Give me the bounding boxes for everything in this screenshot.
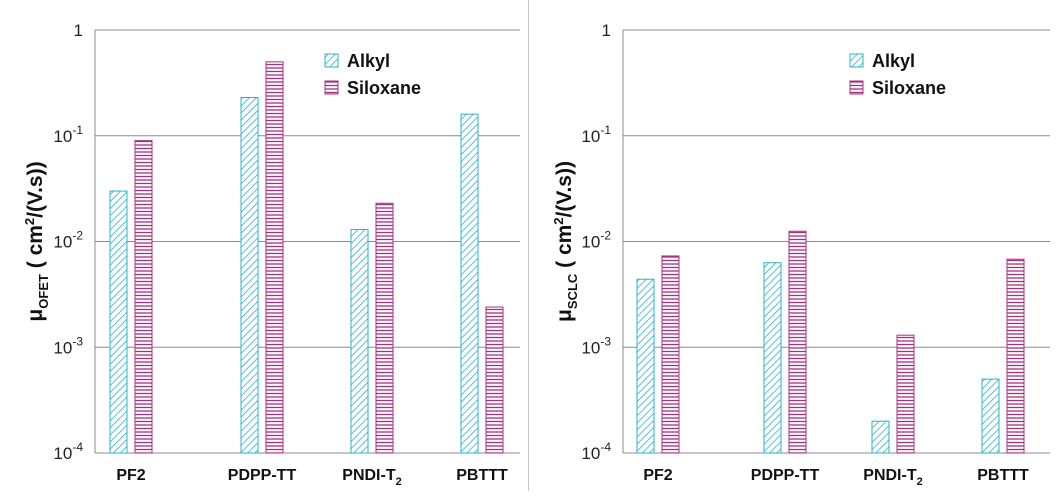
bar-siloxane-pbttt [1006, 258, 1025, 454]
bar-siloxane-pndi-t2 [375, 202, 394, 454]
bar-alkyl-pdpp-tt [240, 96, 259, 454]
legend-swatch-siloxane [324, 80, 339, 95]
x-category-label: PBTTT [456, 467, 508, 484]
y-tick-label: 10-1 [581, 123, 611, 146]
chart-panel-sclc: 10-4 10-3 10-2 10-1 1 PF2 PDPP-TT PNDI-T2 PBTTT A… [529, 0, 1056, 491]
x-category-label: PNDI-T2 [863, 467, 922, 488]
x-category-label: PBTTT [977, 467, 1029, 484]
bar-alkyl-pf2 [636, 278, 655, 454]
sclc-mobility-chart: 10-4 10-3 10-2 10-1 1 PF2 PDPP-TT PNDI-T2 PBTTT A… [551, 21, 1050, 488]
y-tick-label: 10-1 [53, 123, 83, 146]
bar-alkyl-pbttt [460, 113, 479, 454]
bar-siloxane-pndi-t2 [896, 334, 915, 454]
legend-label-alkyl: Alkyl [872, 51, 915, 71]
legend-label-alkyl: Alkyl [347, 51, 390, 71]
x-category-label: PNDI-T2 [342, 467, 401, 488]
y-axis-title: μOFET ( cm2/(V.s)) [22, 161, 51, 321]
x-category-label: PF2 [643, 467, 672, 484]
bar-alkyl-pndi-t2 [350, 228, 369, 454]
bar-siloxane-pf2 [661, 255, 680, 454]
y-tick-label: 10-4 [581, 440, 611, 463]
x-category-label: PF2 [116, 467, 145, 484]
chart-panel-ofet: 10-4 10-3 10-2 10-1 1 PF2 PDPP-TT PNDI-T2 PBTTT A… [0, 0, 528, 491]
bar-alkyl-pndi-t2 [871, 420, 890, 454]
legend-swatch-alkyl [324, 53, 339, 68]
bar-alkyl-pdpp-tt [763, 262, 782, 454]
bar-siloxane-pdpp-tt [265, 61, 284, 454]
bar-alkyl-pbttt [981, 378, 1000, 454]
y-tick-label: 1 [74, 21, 83, 40]
y-axis-title: μSCLC ( cm2/(V.s)) [551, 161, 580, 322]
legend-label-siloxane: Siloxane [347, 78, 421, 98]
bar-siloxane-pf2 [134, 140, 153, 454]
legend-swatch-alkyl [849, 53, 864, 68]
y-tick-label: 10-3 [53, 334, 83, 357]
x-category-label: PDPP-TT [228, 467, 297, 484]
bar-siloxane-pbttt [485, 306, 504, 454]
bar-alkyl-pf2 [109, 190, 128, 454]
x-category-label: PDPP-TT [751, 467, 820, 484]
ofet-mobility-chart: 10-4 10-3 10-2 10-1 1 PF2 PDPP-TT PNDI-T2 PBTTT A… [22, 21, 520, 488]
y-tick-label: 10-2 [53, 229, 83, 252]
y-tick-label: 1 [602, 21, 611, 40]
bar-siloxane-pdpp-tt [788, 230, 807, 454]
legend-label-siloxane: Siloxane [872, 78, 946, 98]
legend-swatch-siloxane [849, 80, 864, 95]
y-tick-label: 10-2 [581, 229, 611, 252]
y-tick-label: 10-4 [53, 440, 83, 463]
y-tick-label: 10-3 [581, 334, 611, 357]
panel-divider [528, 0, 529, 491]
